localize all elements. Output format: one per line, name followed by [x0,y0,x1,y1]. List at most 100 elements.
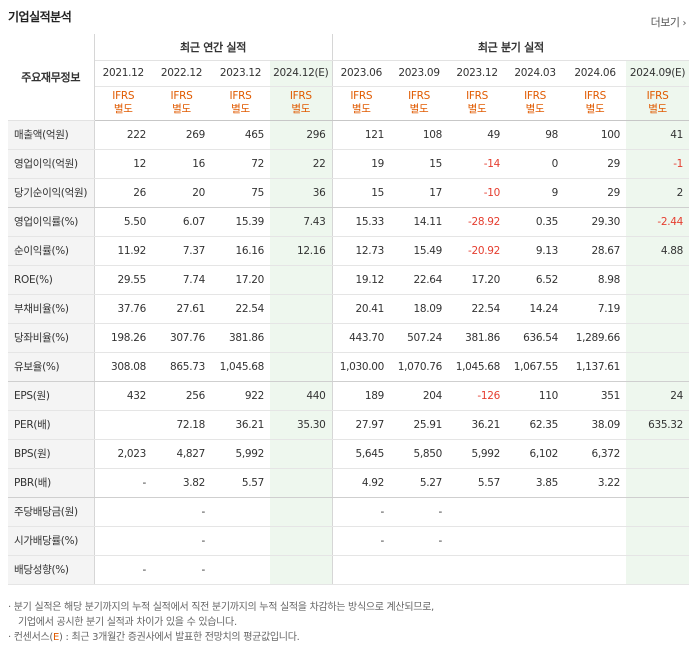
standard-top: IFRS [112,90,135,102]
table-cell [211,555,270,585]
table-row: ROE(%) 29.55 7.74 17.20 19.12 22.64 17.20 6.52 8… [8,265,690,295]
table-cell: 26 [94,178,152,208]
table-row: 주당배당금(원) - - - [8,497,690,527]
row-label: ROE(%) [8,265,95,295]
table-cell: 16 [152,149,211,179]
table-cell: 1,067.55 [506,352,565,382]
table-cell: 1,289.66 [564,323,627,353]
table-cell [626,526,690,556]
table-cell [270,294,333,324]
table-cell: 36 [270,178,333,208]
row-label: 시가배당률(%) [8,526,95,556]
table-row: 당기순이익(억원) 26 20 75 36 15 17 -10 9 29 2 [8,178,690,208]
row-label: 유보율(%) [8,352,95,382]
table-cell: - [390,497,449,527]
standard-bottom: 별도 [351,103,371,115]
table-cell: 75 [211,178,270,208]
period-header: 2023.09 [390,60,449,87]
row-label: PER(배) [8,410,95,440]
table-cell: -1 [626,149,690,179]
period-header: 2024.06 [564,60,627,87]
standard-top: IFRS [584,90,606,102]
table-cell: 308.08 [94,352,152,382]
row-label: 당기순이익(억원) [8,178,95,208]
table-cell: 62.35 [506,410,565,440]
table-cell: 8.98 [564,265,627,295]
standard-bottom: 별도 [291,103,311,115]
standard-header: IFRS 별도 [270,86,333,121]
table-cell: 0 [506,149,565,179]
table-cell: 15 [332,178,391,208]
table-cell: 1,070.76 [390,352,449,382]
table-row: 당좌비율(%) 198.26 307.76 381.86 443.70 507.24 381… [8,323,690,353]
row-label: 주당배당금(원) [8,497,95,527]
table-cell [626,294,690,324]
table-cell: 12.73 [332,236,391,266]
table-cell: 6,372 [564,439,627,469]
table-cell [270,468,333,498]
table-cell: 351 [564,381,627,411]
table-cell [270,323,333,353]
financial-table: 주요재무정보 최근 연간 실적 최근 분기 실적 2021.12 2022.12 2… [8,34,690,585]
standard-top: IFRS [466,90,488,102]
standard-header: IFRS 별도 [448,86,507,121]
standard-bottom: 별도 [585,103,605,115]
table-cell: 22.54 [211,294,270,324]
table-row: BPS(원) 2,023 4,827 5,992 5,645 5,850 5,992 6,10… [8,439,690,469]
table-cell: 5,992 [448,439,507,469]
table-cell: 307.76 [152,323,211,353]
table-cell [94,497,152,527]
table-row: 영업이익(억원) 12 16 72 22 19 15 -14 0 29 -1 [8,149,690,179]
standard-top: IFRS [350,90,373,102]
table-cell: 7.37 [152,236,211,266]
table-cell: 443.70 [332,323,391,353]
table-cell: 5.57 [448,468,507,498]
table-cell: 4,827 [152,439,211,469]
row-label: 순이익률(%) [8,236,95,266]
table-cell: - [152,526,211,556]
table-cell: 0.35 [506,207,565,237]
table-cell: - [390,526,449,556]
table-cell: - [94,468,152,498]
table-cell: - [152,555,211,585]
table-cell [626,439,690,469]
row-label: 영업이익률(%) [8,207,95,237]
table-cell: 2 [626,178,690,208]
table-cell: 1,137.61 [564,352,627,382]
table-cell [270,526,333,556]
table-row: 영업이익률(%) 5.50 6.07 15.39 7.43 15.33 14.11 -28.9… [8,207,690,237]
table-cell [564,497,627,527]
table-cell: 2,023 [94,439,152,469]
standard-bottom: 별도 [231,103,250,115]
table-cell: 38.09 [564,410,627,440]
table-cell: 922 [211,381,270,411]
table-cell: 1,030.00 [332,352,391,382]
table-cell: -28.92 [448,207,507,237]
table-cell: 5.27 [390,468,449,498]
row-label: 영업이익(억원) [8,149,95,179]
table-cell: 121 [332,120,391,150]
table-cell: 6.07 [152,207,211,237]
standard-header: IFRS 별도 [626,86,690,121]
table-cell: 5,992 [211,439,270,469]
table-cell: - [332,526,391,556]
table-cell [211,526,270,556]
table-cell [94,410,152,440]
table-cell: 381.86 [448,323,507,353]
table-cell: 4.88 [626,236,690,266]
table-cell: 16.16 [211,236,270,266]
table-cell: 22.54 [448,294,507,324]
period-header: 2021.12 [94,60,152,87]
note-line-3-prefix: 컨센서스( [13,632,54,643]
table-cell: 27.97 [332,410,391,440]
table-cell [94,526,152,556]
standard-top: IFRS [289,90,312,102]
table-cell: 9.13 [506,236,565,266]
table-row: 매출액(억원) 222 269 465 296 121 108 49 98 100 41 [8,120,690,150]
table-cell: 100 [564,120,627,150]
more-link[interactable]: 더보기 › [651,14,687,30]
table-cell [506,497,565,527]
table-cell: 381.86 [211,323,270,353]
table-cell: 296 [270,120,333,150]
table-cell: 507.24 [390,323,449,353]
